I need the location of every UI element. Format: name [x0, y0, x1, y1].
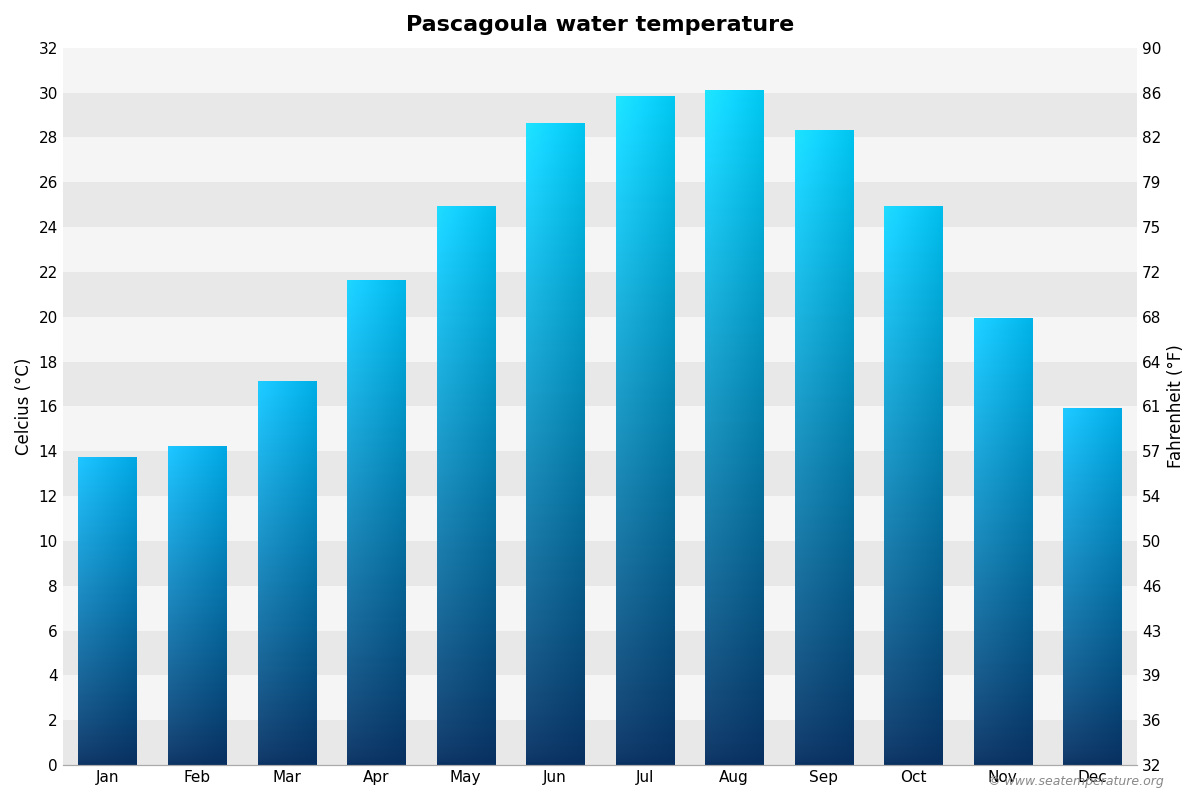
Bar [62, 317, 1138, 362]
Bar [62, 272, 1138, 317]
Bar [62, 451, 1138, 496]
Title: Pascagoula water temperature: Pascagoula water temperature [406, 15, 794, 35]
Bar [62, 541, 1138, 586]
Y-axis label: Fahrenheit (°F): Fahrenheit (°F) [1166, 345, 1186, 468]
Bar [62, 496, 1138, 541]
Bar [62, 586, 1138, 630]
Bar [62, 720, 1138, 765]
Bar [62, 93, 1138, 138]
Y-axis label: Celcius (°C): Celcius (°C) [14, 358, 34, 455]
Bar [62, 362, 1138, 406]
Text: © www.seatemperature.org: © www.seatemperature.org [989, 775, 1164, 788]
Bar [62, 406, 1138, 451]
Bar [62, 182, 1138, 227]
Bar [62, 675, 1138, 720]
Bar [62, 138, 1138, 182]
Bar [62, 48, 1138, 93]
Bar [62, 227, 1138, 272]
Bar [62, 630, 1138, 675]
